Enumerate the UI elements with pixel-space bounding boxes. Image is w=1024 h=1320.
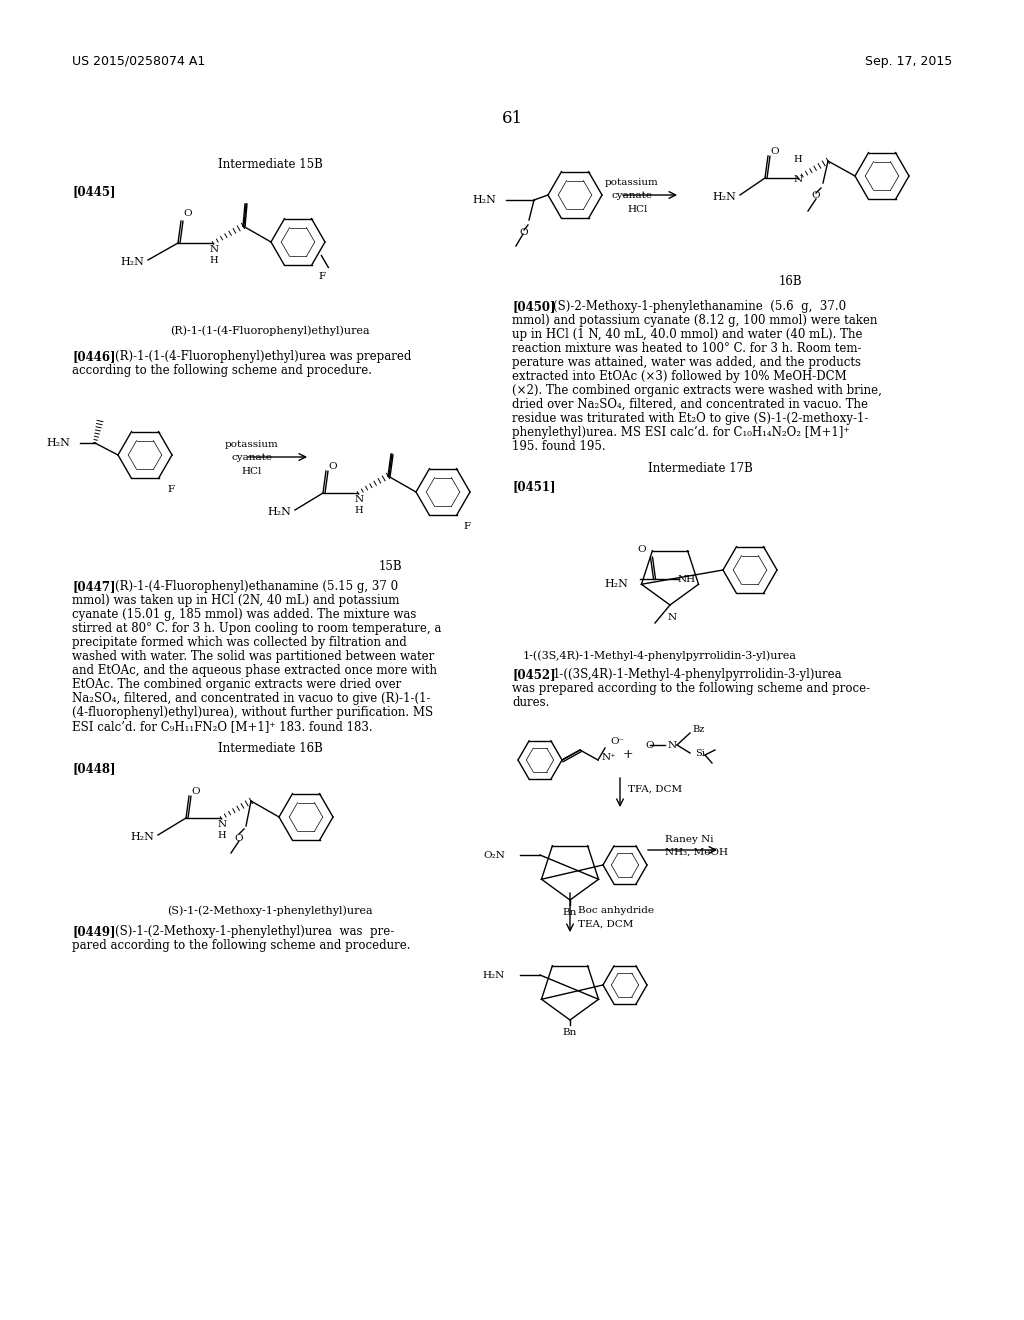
Text: H: H	[210, 256, 218, 265]
Text: H₂N: H₂N	[472, 195, 496, 205]
Text: Intermediate 15B: Intermediate 15B	[217, 158, 323, 172]
Text: O: O	[183, 209, 191, 218]
Text: dried over Na₂SO₄, filtered, and concentrated in vacuo. The: dried over Na₂SO₄, filtered, and concent…	[512, 399, 868, 411]
Text: EtOAc. The combined organic extracts were dried over: EtOAc. The combined organic extracts wer…	[72, 678, 401, 690]
Text: ESI calc’d. for C₉H₁₁FN₂O [M+1]⁺ 183. found 183.: ESI calc’d. for C₉H₁₁FN₂O [M+1]⁺ 183. fo…	[72, 719, 373, 733]
Text: was prepared according to the following scheme and proce-: was prepared according to the following …	[512, 682, 870, 696]
Text: dures.: dures.	[512, 696, 549, 709]
Text: (4-fluorophenyl)ethyl)urea), without further purification. MS: (4-fluorophenyl)ethyl)urea), without fur…	[72, 706, 433, 719]
Text: HCl: HCl	[628, 205, 648, 214]
Text: and EtOAc, and the aqueous phase extracted once more with: and EtOAc, and the aqueous phase extract…	[72, 664, 437, 677]
Text: O: O	[234, 834, 244, 843]
Text: N: N	[668, 741, 677, 750]
Text: (×2). The combined organic extracts were washed with brine,: (×2). The combined organic extracts were…	[512, 384, 882, 397]
Text: cyanate: cyanate	[611, 191, 652, 201]
Text: perature was attained, water was added, and the products: perature was attained, water was added, …	[512, 356, 861, 370]
Text: H: H	[218, 832, 226, 840]
Text: residue was triturated with Et₂O to give (S)-1-(2-methoxy-1-: residue was triturated with Et₂O to give…	[512, 412, 868, 425]
Text: [0447]: [0447]	[72, 579, 116, 593]
Text: 195. found 195.: 195. found 195.	[512, 440, 605, 453]
Text: Bn: Bn	[563, 1028, 578, 1038]
Text: H: H	[354, 506, 364, 515]
Text: Boc anhydride: Boc anhydride	[578, 906, 654, 915]
Text: H₂N: H₂N	[46, 438, 70, 447]
Text: (R)-1-(1-(4-Fluorophenyl)ethyl)urea: (R)-1-(1-(4-Fluorophenyl)ethyl)urea	[170, 325, 370, 335]
Text: [0446]: [0446]	[72, 350, 116, 363]
Text: Sep. 17, 2015: Sep. 17, 2015	[864, 55, 952, 69]
Text: US 2015/0258074 A1: US 2015/0258074 A1	[72, 55, 205, 69]
Text: Bn: Bn	[563, 908, 578, 917]
Text: Intermediate 16B: Intermediate 16B	[217, 742, 323, 755]
Text: Bz: Bz	[692, 725, 705, 734]
Text: N: N	[217, 820, 226, 829]
Text: O: O	[646, 741, 654, 750]
Text: extracted into EtOAc (×3) followed by 10% MeOH-DCM: extracted into EtOAc (×3) followed by 10…	[512, 370, 847, 383]
Text: [0450]: [0450]	[512, 300, 555, 313]
Text: N: N	[210, 246, 218, 253]
Text: H: H	[794, 154, 803, 164]
Text: Na₂SO₄, filtered, and concentrated in vacuo to give (R)-1-(1-: Na₂SO₄, filtered, and concentrated in va…	[72, 692, 430, 705]
Text: pared according to the following scheme and procedure.: pared according to the following scheme …	[72, 939, 411, 952]
Text: H₂N: H₂N	[120, 257, 144, 267]
Text: H₂N: H₂N	[712, 191, 736, 202]
Text: 15B: 15B	[378, 560, 401, 573]
Text: cyanate (15.01 g, 185 mmol) was added. The mixture was: cyanate (15.01 g, 185 mmol) was added. T…	[72, 609, 417, 620]
Text: (R)-1-(1-(4-Fluorophenyl)ethyl)urea was prepared: (R)-1-(1-(4-Fluorophenyl)ethyl)urea was …	[115, 350, 412, 363]
Text: NH₃, MeOH: NH₃, MeOH	[665, 847, 728, 857]
Text: Intermediate 17B: Intermediate 17B	[647, 462, 753, 475]
Text: O: O	[328, 462, 337, 471]
Text: (S)-1-(2-Methoxy-1-phenylethyl)urea  was  pre-: (S)-1-(2-Methoxy-1-phenylethyl)urea was …	[115, 925, 394, 939]
Text: N: N	[354, 495, 364, 504]
Text: mmol) was taken up in HCl (2N, 40 mL) and potassium: mmol) was taken up in HCl (2N, 40 mL) an…	[72, 594, 399, 607]
Text: phenylethyl)urea. MS ESI calc’d. for C₁₀H₁₄N₂O₂ [M+1]⁺: phenylethyl)urea. MS ESI calc’d. for C₁₀…	[512, 426, 850, 440]
Text: according to the following scheme and procedure.: according to the following scheme and pr…	[72, 364, 372, 378]
Text: (S)-2-Methoxy-1-phenylethanamine  (5.6  g,  37.0: (S)-2-Methoxy-1-phenylethanamine (5.6 g,…	[553, 300, 846, 313]
Text: O₂N: O₂N	[483, 850, 505, 859]
Text: O: O	[637, 545, 646, 554]
Text: HCl: HCl	[242, 467, 262, 477]
Text: H₂N: H₂N	[482, 970, 505, 979]
Text: precipitate formed which was collected by filtration and: precipitate formed which was collected b…	[72, 636, 407, 649]
Text: H₂N: H₂N	[604, 579, 629, 589]
Text: [0451]: [0451]	[512, 480, 555, 492]
Text: [0448]: [0448]	[72, 762, 116, 775]
Text: mmol) and potassium cyanate (8.12 g, 100 mmol) were taken: mmol) and potassium cyanate (8.12 g, 100…	[512, 314, 878, 327]
Text: O: O	[770, 147, 778, 156]
Text: Raney Ni: Raney Ni	[665, 836, 714, 843]
Text: H₂N: H₂N	[267, 507, 291, 517]
Text: F: F	[463, 521, 470, 531]
Text: N⁺: N⁺	[602, 752, 616, 762]
Text: 1-((3S,4R)-1-Methyl-4-phenylpyrrolidin-3-yl)urea: 1-((3S,4R)-1-Methyl-4-phenylpyrrolidin-3…	[523, 649, 797, 660]
Text: H₂N: H₂N	[130, 832, 154, 842]
Text: 1-((3S,4R)-1-Methyl-4-phenylpyrrolidin-3-yl)urea: 1-((3S,4R)-1-Methyl-4-phenylpyrrolidin-3…	[553, 668, 843, 681]
Text: potassium: potassium	[605, 178, 658, 187]
Text: NH: NH	[678, 574, 695, 583]
Text: (R)-1-(4-Fluorophenyl)ethanamine (5.15 g, 37 0: (R)-1-(4-Fluorophenyl)ethanamine (5.15 g…	[115, 579, 398, 593]
Text: TFA, DCM: TFA, DCM	[628, 785, 682, 795]
Text: [0452]: [0452]	[512, 668, 556, 681]
Text: stirred at 80° C. for 3 h. Upon cooling to room temperature, a: stirred at 80° C. for 3 h. Upon cooling …	[72, 622, 441, 635]
Text: Si: Si	[695, 748, 705, 758]
Text: [0449]: [0449]	[72, 925, 116, 939]
Text: F: F	[318, 272, 326, 281]
Text: O: O	[520, 228, 528, 238]
Text: up in HCl (1 N, 40 mL, 40.0 mmol) and water (40 mL). The: up in HCl (1 N, 40 mL, 40.0 mmol) and wa…	[512, 327, 862, 341]
Text: (S)-1-(2-Methoxy-1-phenylethyl)urea: (S)-1-(2-Methoxy-1-phenylethyl)urea	[167, 906, 373, 916]
Text: 16B: 16B	[778, 275, 802, 288]
Text: O: O	[191, 787, 200, 796]
Text: F: F	[167, 484, 174, 494]
Text: N: N	[794, 176, 803, 183]
Text: [0445]: [0445]	[72, 185, 116, 198]
Text: reaction mixture was heated to 100° C. for 3 h. Room tem-: reaction mixture was heated to 100° C. f…	[512, 342, 861, 355]
Text: 61: 61	[502, 110, 522, 127]
Text: O: O	[812, 191, 820, 201]
Text: O⁻: O⁻	[610, 738, 624, 747]
Text: +: +	[623, 748, 633, 762]
Text: washed with water. The solid was partitioned between water: washed with water. The solid was partiti…	[72, 649, 434, 663]
Text: cyanate: cyanate	[231, 453, 272, 462]
Text: N: N	[668, 612, 677, 622]
Text: TEA, DCM: TEA, DCM	[578, 920, 634, 929]
Text: potassium: potassium	[225, 440, 279, 449]
